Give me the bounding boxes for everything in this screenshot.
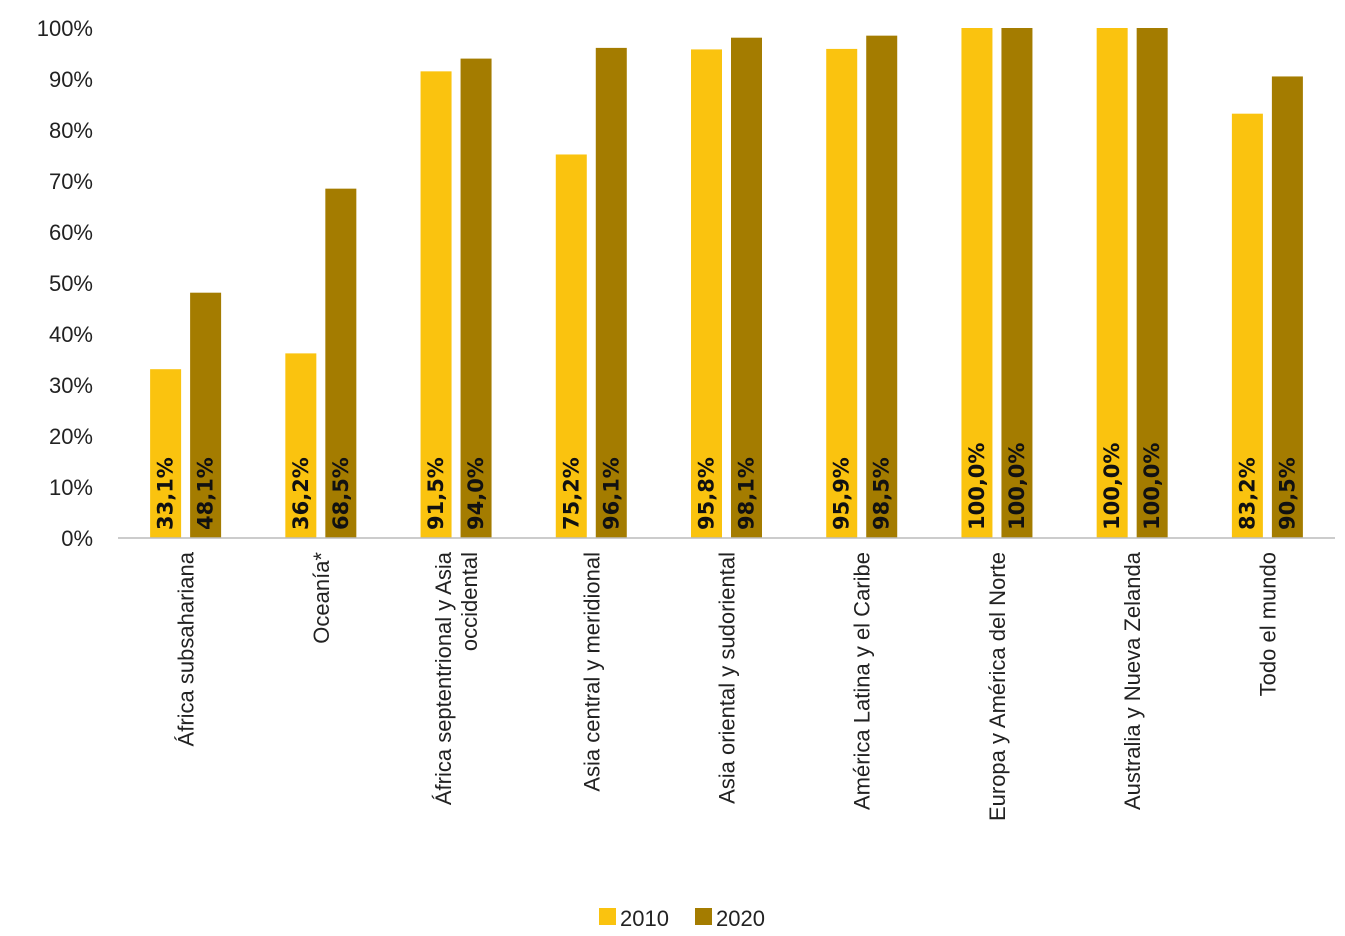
category-label: África septentrional y Asia: [431, 551, 456, 805]
bar-2010: [691, 49, 722, 539]
data-label: 98,5%: [870, 457, 894, 530]
category-label: Todo el mundo: [1255, 552, 1280, 696]
y-tick-label: 100%: [37, 16, 93, 41]
legend-swatch: [695, 908, 712, 925]
y-tick-label: 50%: [49, 271, 93, 296]
y-tick-label: 90%: [49, 67, 93, 92]
data-label: 48,1%: [194, 457, 218, 530]
category-label: Asia oriental y sudoriental: [715, 552, 740, 804]
data-label: 36,2%: [289, 457, 313, 530]
category-label: América Latina y el Caribe: [850, 552, 875, 810]
data-label: 95,8%: [695, 457, 719, 530]
legend-label: 2020: [716, 906, 765, 931]
bar-2010: [961, 28, 993, 538]
bar-2020: [325, 188, 357, 538]
y-tick-label: 80%: [49, 118, 93, 143]
y-tick-label: 20%: [49, 424, 93, 449]
bar-2010: [555, 154, 587, 539]
category-label: África subsahariana: [174, 551, 199, 746]
bar-2010: [150, 369, 182, 538]
data-label: 75,2%: [559, 457, 583, 530]
legend-label: 2010: [620, 906, 669, 931]
bar-2020: [731, 37, 762, 538]
y-tick-label: 70%: [49, 169, 93, 194]
data-label: 100,0%: [1140, 443, 1164, 530]
category-label: occidental: [457, 552, 482, 651]
data-label: 100,0%: [1005, 443, 1029, 530]
bar-2020: [866, 35, 898, 539]
category-label: Asia central y meridional: [579, 552, 604, 792]
category-label: Oceanía*: [309, 552, 334, 644]
data-label: 95,9%: [830, 457, 854, 530]
data-labels: 33,1% 48,1% 36,2% 68,5% 91,5% 94,0% 75,2% 96,1%…: [154, 443, 1300, 530]
category-label: Europa y América del Norte: [985, 552, 1010, 821]
data-label: 98,1%: [735, 457, 759, 530]
bar-2020: [1001, 28, 1033, 538]
data-label: 100,0%: [965, 443, 989, 530]
y-tick-label: 60%: [49, 220, 93, 245]
data-label: 83,2%: [1235, 457, 1259, 530]
bar-2010: [826, 48, 858, 538]
y-tick-label: 40%: [49, 322, 93, 347]
y-tick-label: 0%: [61, 526, 93, 551]
bar-2020: [595, 47, 627, 538]
data-label: 68,5%: [329, 457, 353, 530]
y-axis: 0% 10% 20% 30% 40% 50% 60% 70% 80% 90% 100%: [37, 16, 93, 551]
bar-2010: [285, 353, 317, 538]
bar-2010: [420, 71, 452, 538]
legend: 2010 2020: [599, 906, 765, 931]
data-label: 96,1%: [599, 457, 623, 530]
data-label: 90,5%: [1275, 457, 1299, 530]
data-label: 100,0%: [1100, 443, 1124, 530]
category-labels: África subsahariana Oceanía* África septen…: [174, 551, 1281, 821]
data-label: 91,5%: [424, 457, 448, 530]
bar-2010: [1096, 28, 1128, 538]
bar-2020: [190, 292, 222, 538]
data-label: 94,0%: [464, 457, 488, 530]
category-label: Australia y Nueva Zelanda: [1120, 551, 1145, 810]
data-label: 33,1%: [154, 457, 178, 530]
y-tick-label: 30%: [49, 373, 93, 398]
legend-swatch: [599, 908, 616, 925]
bars: [150, 28, 1303, 539]
y-tick-label: 10%: [49, 475, 93, 500]
bar-2020: [1136, 28, 1168, 538]
bar-2020: [1271, 76, 1303, 538]
bar-2020: [460, 58, 492, 538]
bar-2010: [1231, 113, 1263, 539]
